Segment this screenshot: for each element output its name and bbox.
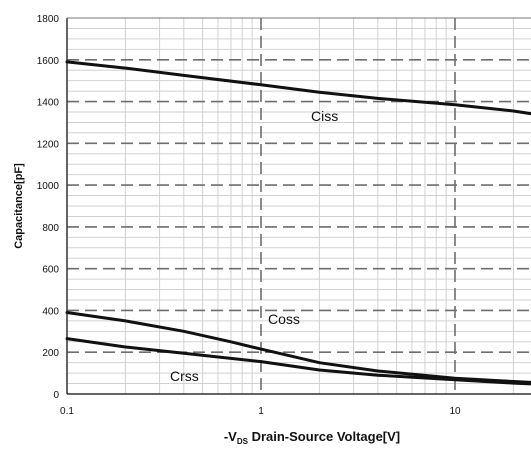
series-line-ciss [65,60,531,116]
axes [66,17,531,395]
tick-labels: 0 200 400 600 800 1000 1200 1400 1600 1800 0.1 1 10 [37,14,461,417]
y-tick-label: 0 [53,390,59,401]
series-line-crss [65,337,531,386]
y-tick-label: 1000 [37,181,60,192]
y-tick-label: 200 [42,348,59,359]
minor-grid [67,18,531,394]
series-line-coss [65,311,531,384]
y-tick-label: 400 [42,306,59,317]
y-tick-label: 800 [42,223,59,234]
y-tick-label: 600 [42,265,59,276]
series-label-ciss: Ciss [311,108,338,124]
y-tick-label: 1200 [37,139,60,150]
series-label-crss: Crss [170,368,199,384]
x-tick-label: 10 [449,406,461,417]
series-label-coss: Coss [268,311,300,327]
series-labels: Ciss Coss Crss [170,108,338,384]
y-axis-title: Capacitance[pF] [13,163,25,249]
x-axis-title: -VDS Drain-Source Voltage[V] [224,429,400,446]
y-tick-label: 1600 [37,56,60,67]
y-tick-label: 1400 [37,98,60,109]
x-tick-label: 1 [258,406,264,417]
x-tick-label: 0.1 [60,406,74,417]
series-layer [65,60,531,386]
major-grid [67,18,531,394]
y-tick-label: 1800 [37,14,60,25]
